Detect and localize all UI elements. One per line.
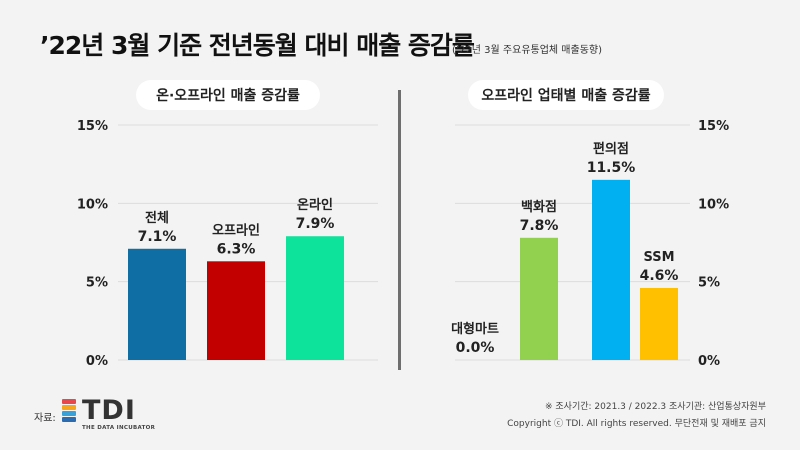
bar <box>128 248 186 360</box>
bar <box>207 261 265 360</box>
bar-category-label: 편의점 <box>593 141 629 157</box>
bar-category-label: 백화점 <box>521 199 557 215</box>
bar-value-label: 7.1% <box>138 229 177 245</box>
right-panel-title: 오프라인 업태별 매출 증감률 <box>468 80 664 110</box>
copyright: Copyright ⓒ TDI. All rights reserved. 무단… <box>507 419 766 429</box>
y-tick-label: 15% <box>77 119 108 134</box>
bar-value-label: 7.9% <box>296 216 335 232</box>
y-tick-label: 15% <box>698 119 729 134</box>
chart-subtitle: (’22년 3월 주요유통업체 매출동향) <box>452 45 603 56</box>
bar-category-label: 전체 <box>145 210 169 226</box>
bar-value-label: 11.5% <box>587 160 636 176</box>
bar <box>592 179 630 360</box>
y-tick-label: 10% <box>77 197 108 212</box>
footer-note: ※ 조사기간: 2021.3 / 2022.3 조사기관: 산업통상자원부 Co… <box>507 399 766 433</box>
bar <box>520 237 558 360</box>
survey-info: ※ 조사기간: 2021.3 / 2022.3 조사기관: 산업통상자원부 <box>545 402 766 412</box>
y-tick-label: 0% <box>86 354 108 369</box>
y-tick-label: 0% <box>698 354 720 369</box>
bar-category-label: 온라인 <box>297 197 333 213</box>
y-tick-label: 5% <box>86 276 108 291</box>
logo-text: TDI <box>82 395 136 426</box>
y-tick-label: 5% <box>698 276 720 291</box>
logo-tagline: THE DATA INCUBATOR <box>82 425 156 431</box>
chart-title: ’22년 3월 기준 전년동월 대비 매출 증감률 <box>40 31 475 60</box>
panel-divider <box>398 90 401 370</box>
source-label: 자료: <box>34 413 56 424</box>
y-tick-label: 10% <box>698 197 729 212</box>
tdi-logo: TDI THE DATA INCUBATOR <box>62 395 182 433</box>
bar-category-label: 오프라인 <box>212 222 260 238</box>
bar <box>640 287 678 360</box>
bar-category-label: SSM <box>643 250 674 265</box>
left-panel-title: 온·오프라인 매출 증감률 <box>136 80 320 110</box>
bar-category-label: 대형마트 <box>451 321 499 337</box>
bar-value-label: 4.6% <box>640 268 679 284</box>
bar-value-label: 6.3% <box>217 241 256 257</box>
bar-value-label: 7.8% <box>520 218 559 234</box>
bar <box>286 236 344 360</box>
logo-mark-icon <box>62 399 76 423</box>
bar-value-label: 0.0% <box>456 340 495 356</box>
